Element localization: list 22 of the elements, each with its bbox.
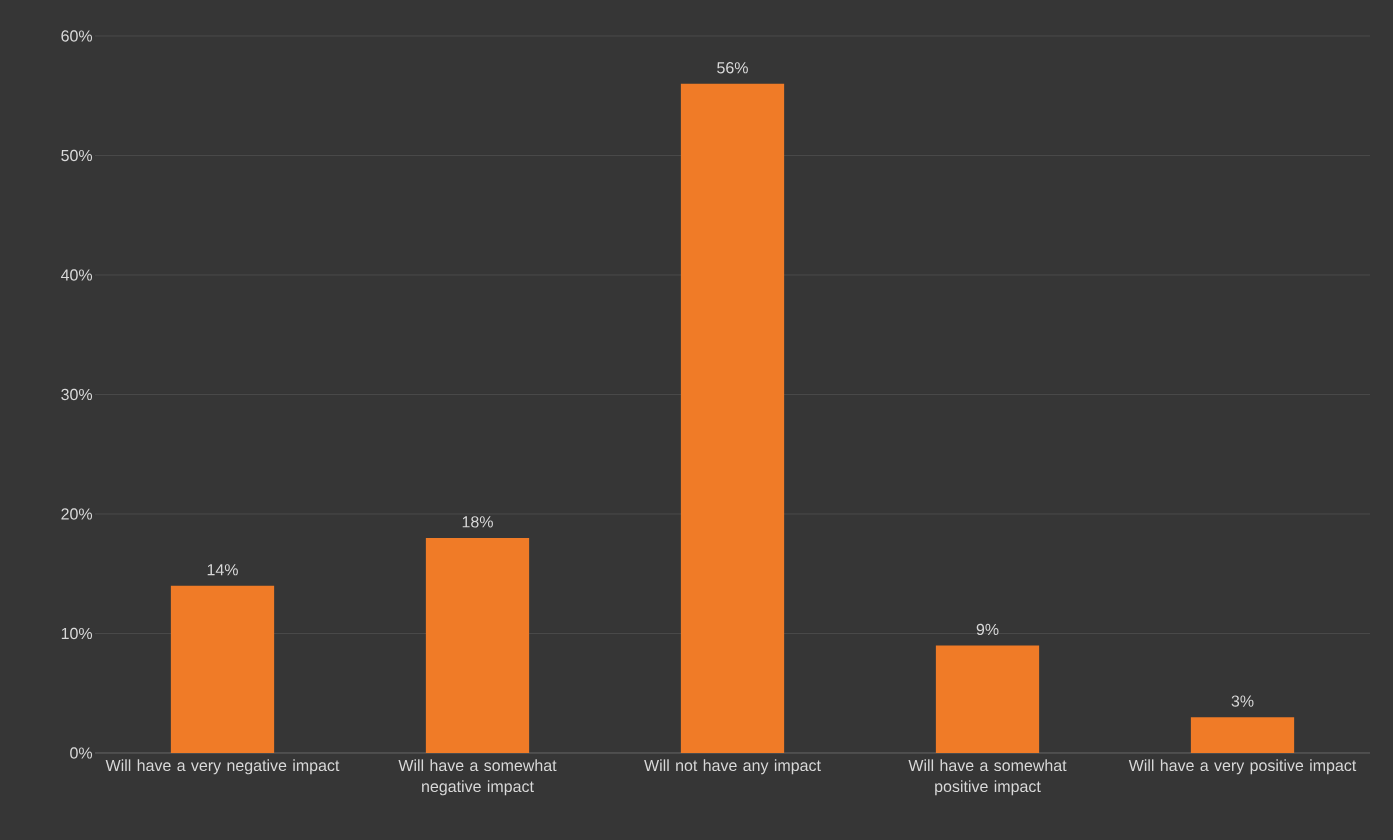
x-tick-label: Will have a very positive impact — [1128, 759, 1357, 775]
bar — [1190, 717, 1295, 753]
bar — [935, 645, 1040, 753]
data-label: 9% — [976, 623, 999, 636]
y-tick-label: 20% — [61, 508, 93, 520]
y-tick-label: 10% — [61, 627, 93, 640]
data-label: 3% — [1231, 695, 1254, 707]
data-label: 14% — [207, 564, 238, 576]
y-tick-label: 40% — [60, 269, 93, 281]
bar — [680, 83, 785, 753]
x-tick-label: Will have a somewhat negative impact — [398, 759, 557, 796]
bar — [425, 537, 530, 753]
y-tick-label: 50% — [61, 149, 93, 162]
x-tick-label: Will have a very negative impact — [105, 759, 340, 775]
x-tick-label: Will not have any impact — [644, 759, 821, 775]
bar — [170, 585, 275, 753]
y-tick-label: 30% — [61, 388, 93, 401]
y-tick-label: 0% — [70, 747, 93, 759]
data-label: 18% — [462, 516, 493, 528]
y-tick-label: 60% — [61, 30, 93, 42]
data-label: 56% — [717, 62, 748, 74]
x-tick-label: Will have a somewhat positive impact — [908, 759, 1067, 796]
